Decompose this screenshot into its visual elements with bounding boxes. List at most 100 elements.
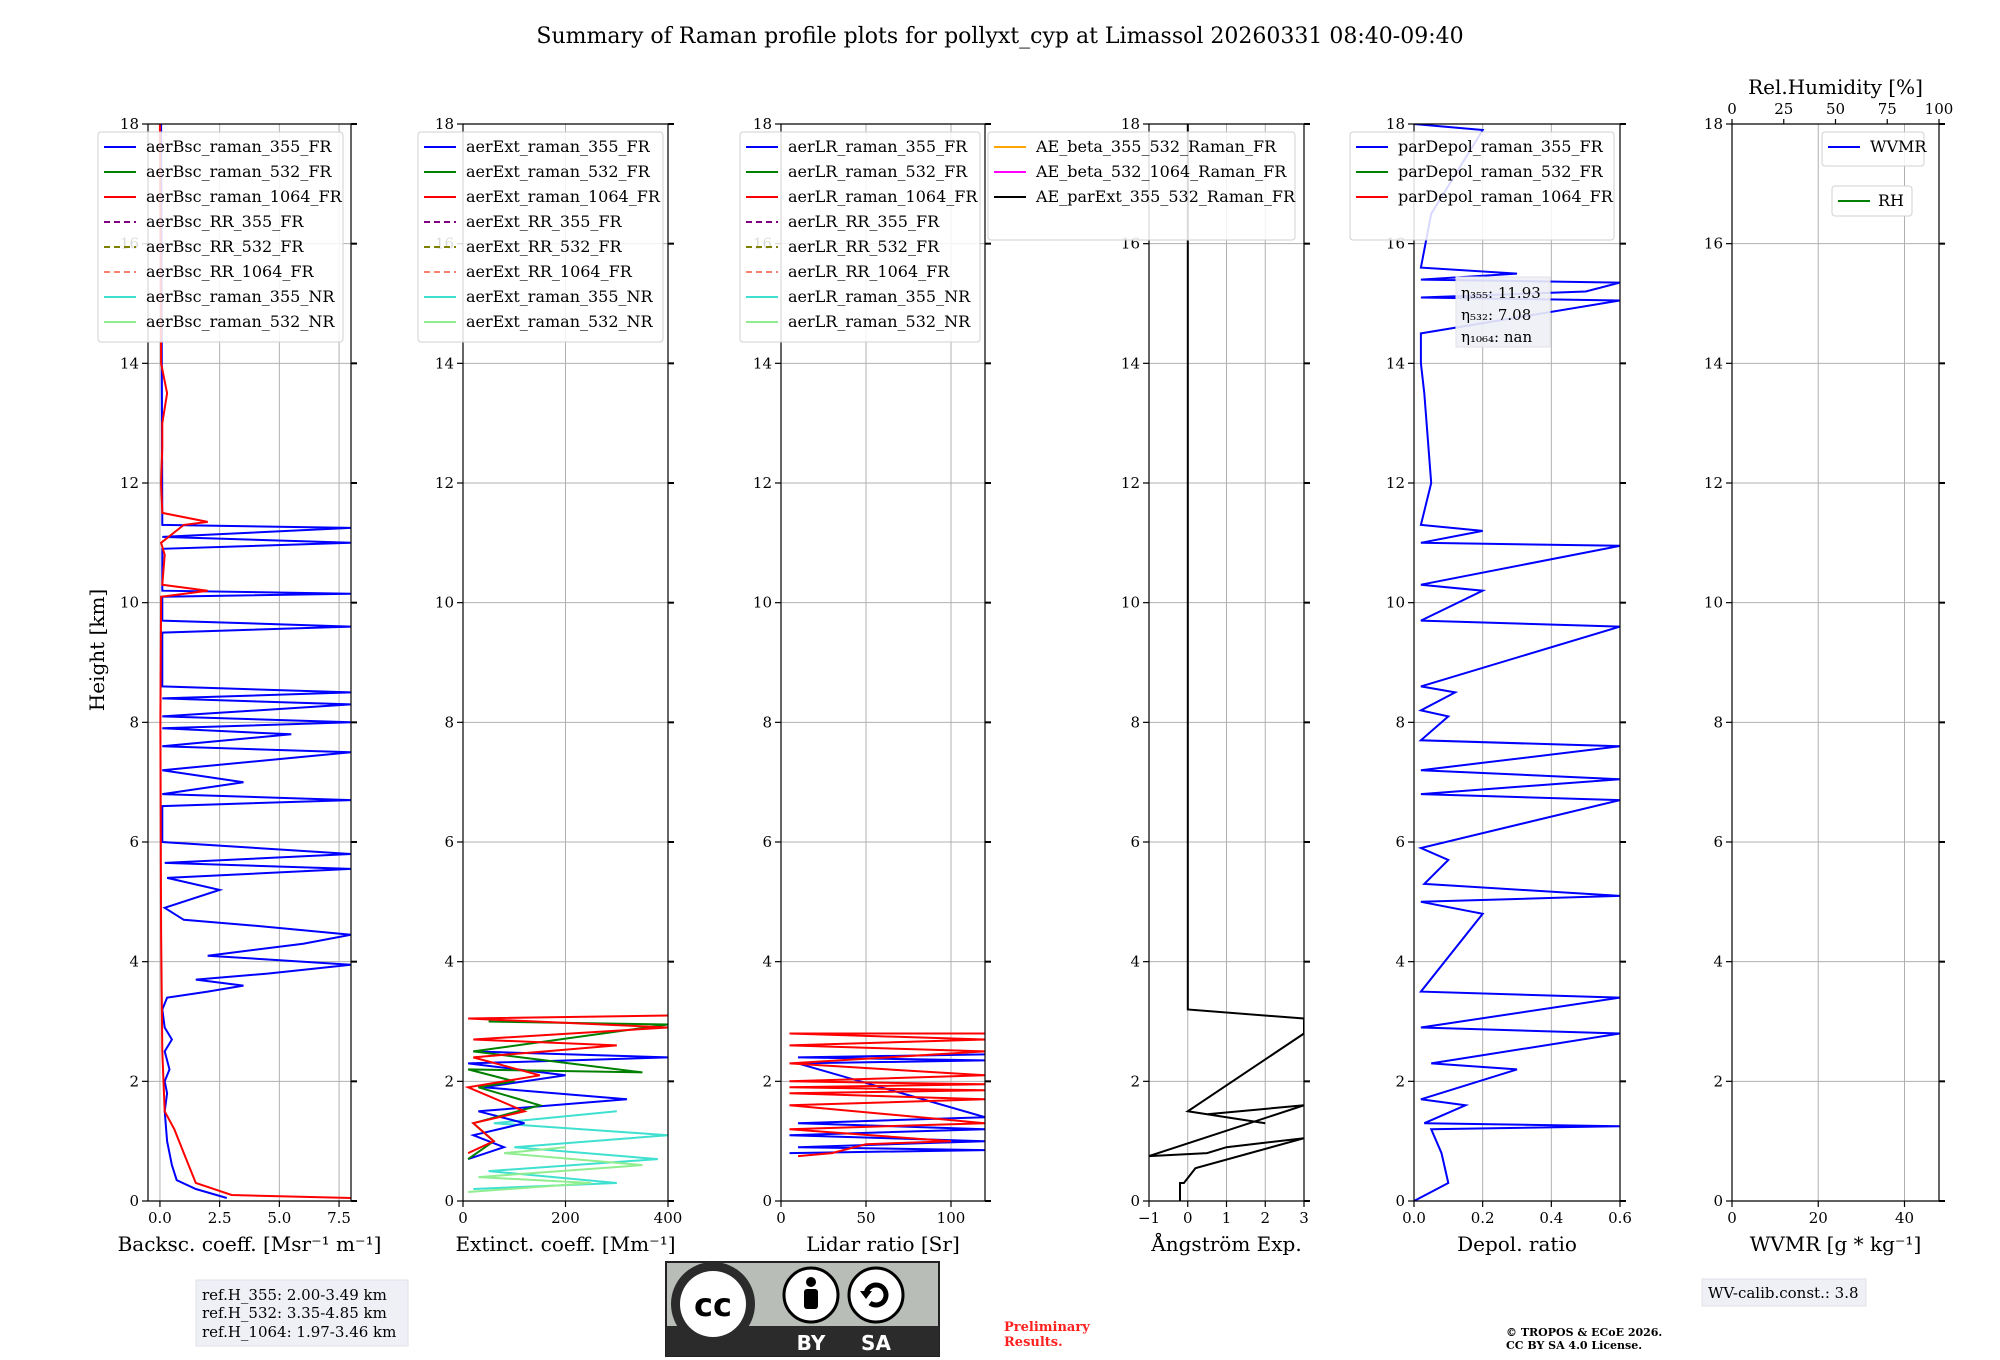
legend-entry-aerBsc_RR_1064_FR: aerBsc_RR_1064_FR [146,262,315,281]
x-axis-label: Depol. ratio [1457,1232,1577,1256]
x-tick-label: 2 [1260,1209,1270,1227]
x-tick-label: 0.6 [1608,1209,1632,1227]
y-tick-label: 0 [1395,1192,1405,1210]
legend-entry-parDepol_raman_1064_FR: parDepol_raman_1064_FR [1398,187,1614,206]
x-tick-label: 0.2 [1471,1209,1495,1227]
y-tick-label: 4 [444,953,454,971]
ref-height-532: ref.H_532: 3.35-4.85 km [202,1304,387,1322]
legend-entry-aerLR_RR_355_FR: aerLR_RR_355_FR [788,212,940,231]
y-tick-label: 6 [444,833,454,851]
legend: parDepol_raman_355_FR parDepol_raman_532_… [1349,131,1615,241]
y-tick-label: 2 [762,1072,772,1090]
y-tick-label: 12 [435,474,454,492]
wv-calib-box: WV-calib.const.: 3.8 [1701,1278,1867,1307]
legend-entry-aerLR_RR_1064_FR: aerLR_RR_1064_FR [788,262,950,281]
sa-share-icon [847,1266,905,1324]
y-tick-label: 2 [1395,1072,1405,1090]
preliminary-line1: Preliminary [1004,1320,1090,1335]
cc-sa-label: SA [861,1331,891,1355]
legend-entry-aerLR_raman_355_FR: aerLR_raman_355_FR [788,137,968,156]
x-axis-label: Extinct. coeff. [Mm⁻¹] [455,1232,675,1256]
y-tick-label: 8 [1713,713,1723,731]
y-tick-label: 10 [753,594,772,612]
y-tick-label: 2 [1713,1072,1723,1090]
x-tick-label: 0 [1183,1209,1193,1227]
series-line-aerExt_raman_1064_FR [464,1014,668,1155]
y-tick-label: 18 [753,115,772,133]
y-tick-label: 2 [1130,1072,1140,1090]
legend-entry-parDepol_raman_355_FR: parDepol_raman_355_FR [1398,137,1604,156]
x-axis-label: Backsc. coeff. [Msr⁻¹ m⁻¹] [118,1232,382,1256]
y-tick-label: 0 [1713,1192,1723,1210]
x-tick-label: 0 [776,1209,786,1227]
y-tick-label: 6 [129,833,139,851]
y-tick-label: 4 [1395,953,1405,971]
y-tick-label: 18 [120,115,139,133]
preliminary-line2: Results. [1004,1335,1063,1350]
ref-height-355: ref.H_355: 2.00-3.49 km [202,1286,387,1304]
y-tick-label: 0 [1130,1192,1140,1210]
x-tick-label: 7.5 [327,1209,351,1227]
legend: AE_beta_355_532_Raman_FR AE_beta_532_1064… [987,131,1296,241]
wv-calib-label: WV-calib.const.: 3.8 [1708,1284,1859,1302]
x-tick-label: 1 [1222,1209,1232,1227]
y-tick-label: 12 [1121,474,1140,492]
copyright-line1: © TROPOS & ECoE 2026. [1506,1326,1662,1339]
top-x-tick-label: 25 [1774,100,1793,118]
legend-entry-aerExt_RR_532_FR: aerExt_RR_532_FR [466,237,623,256]
y-tick-label: 12 [120,474,139,492]
legend-entry-aerExt_raman_532_NR: aerExt_raman_532_NR [466,312,654,331]
top-x-axis-label: Rel.Humidity [%] [1748,75,1923,99]
legend-entry-WVMR: WVMR [1870,137,1927,156]
x-tick-label: 0 [458,1209,468,1227]
x-tick-label: 0.4 [1539,1209,1563,1227]
legend-entry-aerBsc_raman_1064_FR: aerBsc_raman_1064_FR [146,187,343,206]
y-tick-label: 18 [435,115,454,133]
y-tick-label: 10 [1386,594,1405,612]
legend-entry-aerLR_raman_355_NR: aerLR_raman_355_NR [788,287,971,306]
y-tick-label: 14 [435,354,454,372]
legend-entry-AE_beta_355_532_Raman_FR: AE_beta_355_532_Raman_FR [1035,137,1277,156]
legend-entry-aerExt_RR_1064_FR: aerExt_RR_1064_FR [466,262,633,281]
y-axis-label: Height [km] [85,589,109,711]
y-tick-label: 10 [1704,594,1723,612]
legend-entry-aerLR_RR_532_FR: aerLR_RR_532_FR [788,237,940,256]
y-tick-label: 4 [762,953,772,971]
y-tick-label: 14 [1386,354,1405,372]
cc-mark: cc [694,1286,732,1324]
panel-lidar_ratio: 024681012141618050100Lidar ratio [Sr]aer… [739,115,991,1256]
y-tick-label: 4 [1130,953,1140,971]
x-tick-label: 3 [1299,1209,1309,1227]
legend-entry-aerBsc_raman_532_FR: aerBsc_raman_532_FR [146,162,332,181]
legend-entry-aerExt_raman_355_NR: aerExt_raman_355_NR [466,287,654,306]
legend-box [1821,131,1925,167]
top-x-tick-label: 0 [1727,100,1737,118]
x-axis-label: Lidar ratio [Sr] [806,1232,960,1256]
y-tick-label: 14 [1121,354,1140,372]
y-tick-label: 8 [762,713,772,731]
legend-entry-aerBsc_RR_355_FR: aerBsc_RR_355_FR [146,212,304,231]
eta-line-0: η₃₅₅: 11.93 [1461,284,1541,302]
x-tick-label: 200 [551,1209,580,1227]
y-tick-label: 8 [444,713,454,731]
y-tick-label: 18 [1386,115,1405,133]
y-tick-label: 6 [1395,833,1405,851]
legend: aerLR_raman_355_FR aerLR_raman_532_FR aerL… [739,131,981,343]
cc-license-logo: cc BY SA [665,1261,940,1357]
y-tick-label: 16 [1704,235,1723,253]
series-line-aerExt_raman_355_NR [473,1110,668,1190]
y-tick-label: 10 [1121,594,1140,612]
x-tick-label: 5.0 [267,1209,291,1227]
x-tick-label: 0.0 [1402,1209,1426,1227]
y-tick-label: 10 [435,594,454,612]
y-tick-label: 6 [762,833,772,851]
y-tick-label: 8 [1130,713,1140,731]
ref-height-box: ref.H_355: 2.00-3.49 km ref.H_532: 3.35-… [195,1279,409,1347]
copyright-line2: CC BY SA 4.0 License. [1506,1339,1642,1352]
eta-line-1: η₅₃₂: 7.08 [1461,306,1531,324]
legend: aerExt_raman_355_FR aerExt_raman_532_FRae… [417,131,664,343]
top-x-tick-label: 100 [1925,100,1954,118]
